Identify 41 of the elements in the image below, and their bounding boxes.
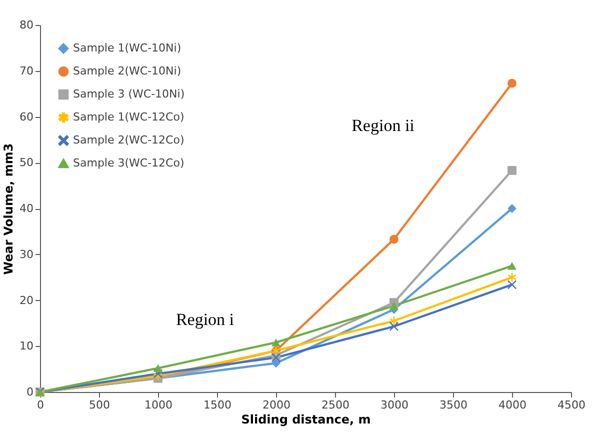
y-axis-title: Wear Volume, mm3 (2, 143, 16, 275)
point (508, 272, 516, 282)
x-tick-label: 3000 (380, 398, 408, 412)
x-tick-label: 4000 (498, 398, 526, 412)
point (508, 166, 516, 175)
legend-label: Sample 2(WC-12Co) (73, 134, 184, 146)
legend-label: Sample 1(WC-10Ni) (73, 42, 182, 54)
annotation: Region ii (352, 116, 415, 135)
y-tick-label: 70 (20, 64, 34, 78)
y-tick-label: 10 (20, 340, 34, 353)
annotation: Region i (176, 310, 234, 329)
point (508, 262, 516, 270)
point (390, 322, 398, 331)
x-tick-label: 0 (37, 398, 44, 412)
y-tick-label: 60 (20, 110, 34, 124)
y-tick-label: 50 (20, 156, 34, 170)
legend-label: Sample 3(WC-12Co) (73, 156, 184, 170)
x-tick-label: 3500 (440, 398, 468, 412)
point (508, 280, 516, 290)
x-tick-label: 1500 (204, 398, 232, 412)
legend-label: Sample 3 (WC-10Ni) (73, 88, 185, 100)
legend-label: Sample 2(WC-10Ni) (73, 64, 182, 78)
x-tick-label: 1000 (144, 398, 172, 412)
point (272, 358, 280, 368)
legend-label: Sample 1(WC-12Co) (73, 110, 184, 124)
y-tick-label: 30 (20, 248, 34, 261)
point (508, 204, 516, 213)
x-tick-label: 2000 (262, 398, 290, 412)
x-tick-label: 500 (89, 398, 110, 412)
y-tick-label: 80 (20, 18, 34, 32)
point (272, 338, 280, 346)
point (508, 78, 516, 88)
x-tick-label: 2500 (322, 398, 350, 412)
y-tick-label: 0 (26, 386, 34, 398)
x-axis-title: Sliding distance, m (241, 412, 371, 426)
y-tick-label: 20 (20, 294, 34, 307)
x-tick-label: 4500 (558, 398, 586, 412)
point (390, 234, 398, 244)
point (390, 302, 398, 310)
y-tick-label: 40 (20, 202, 34, 215)
point (154, 364, 162, 372)
